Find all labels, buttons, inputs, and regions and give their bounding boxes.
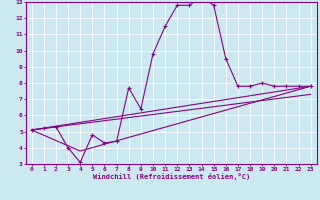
X-axis label: Windchill (Refroidissement éolien,°C): Windchill (Refroidissement éolien,°C) [92, 173, 250, 180]
